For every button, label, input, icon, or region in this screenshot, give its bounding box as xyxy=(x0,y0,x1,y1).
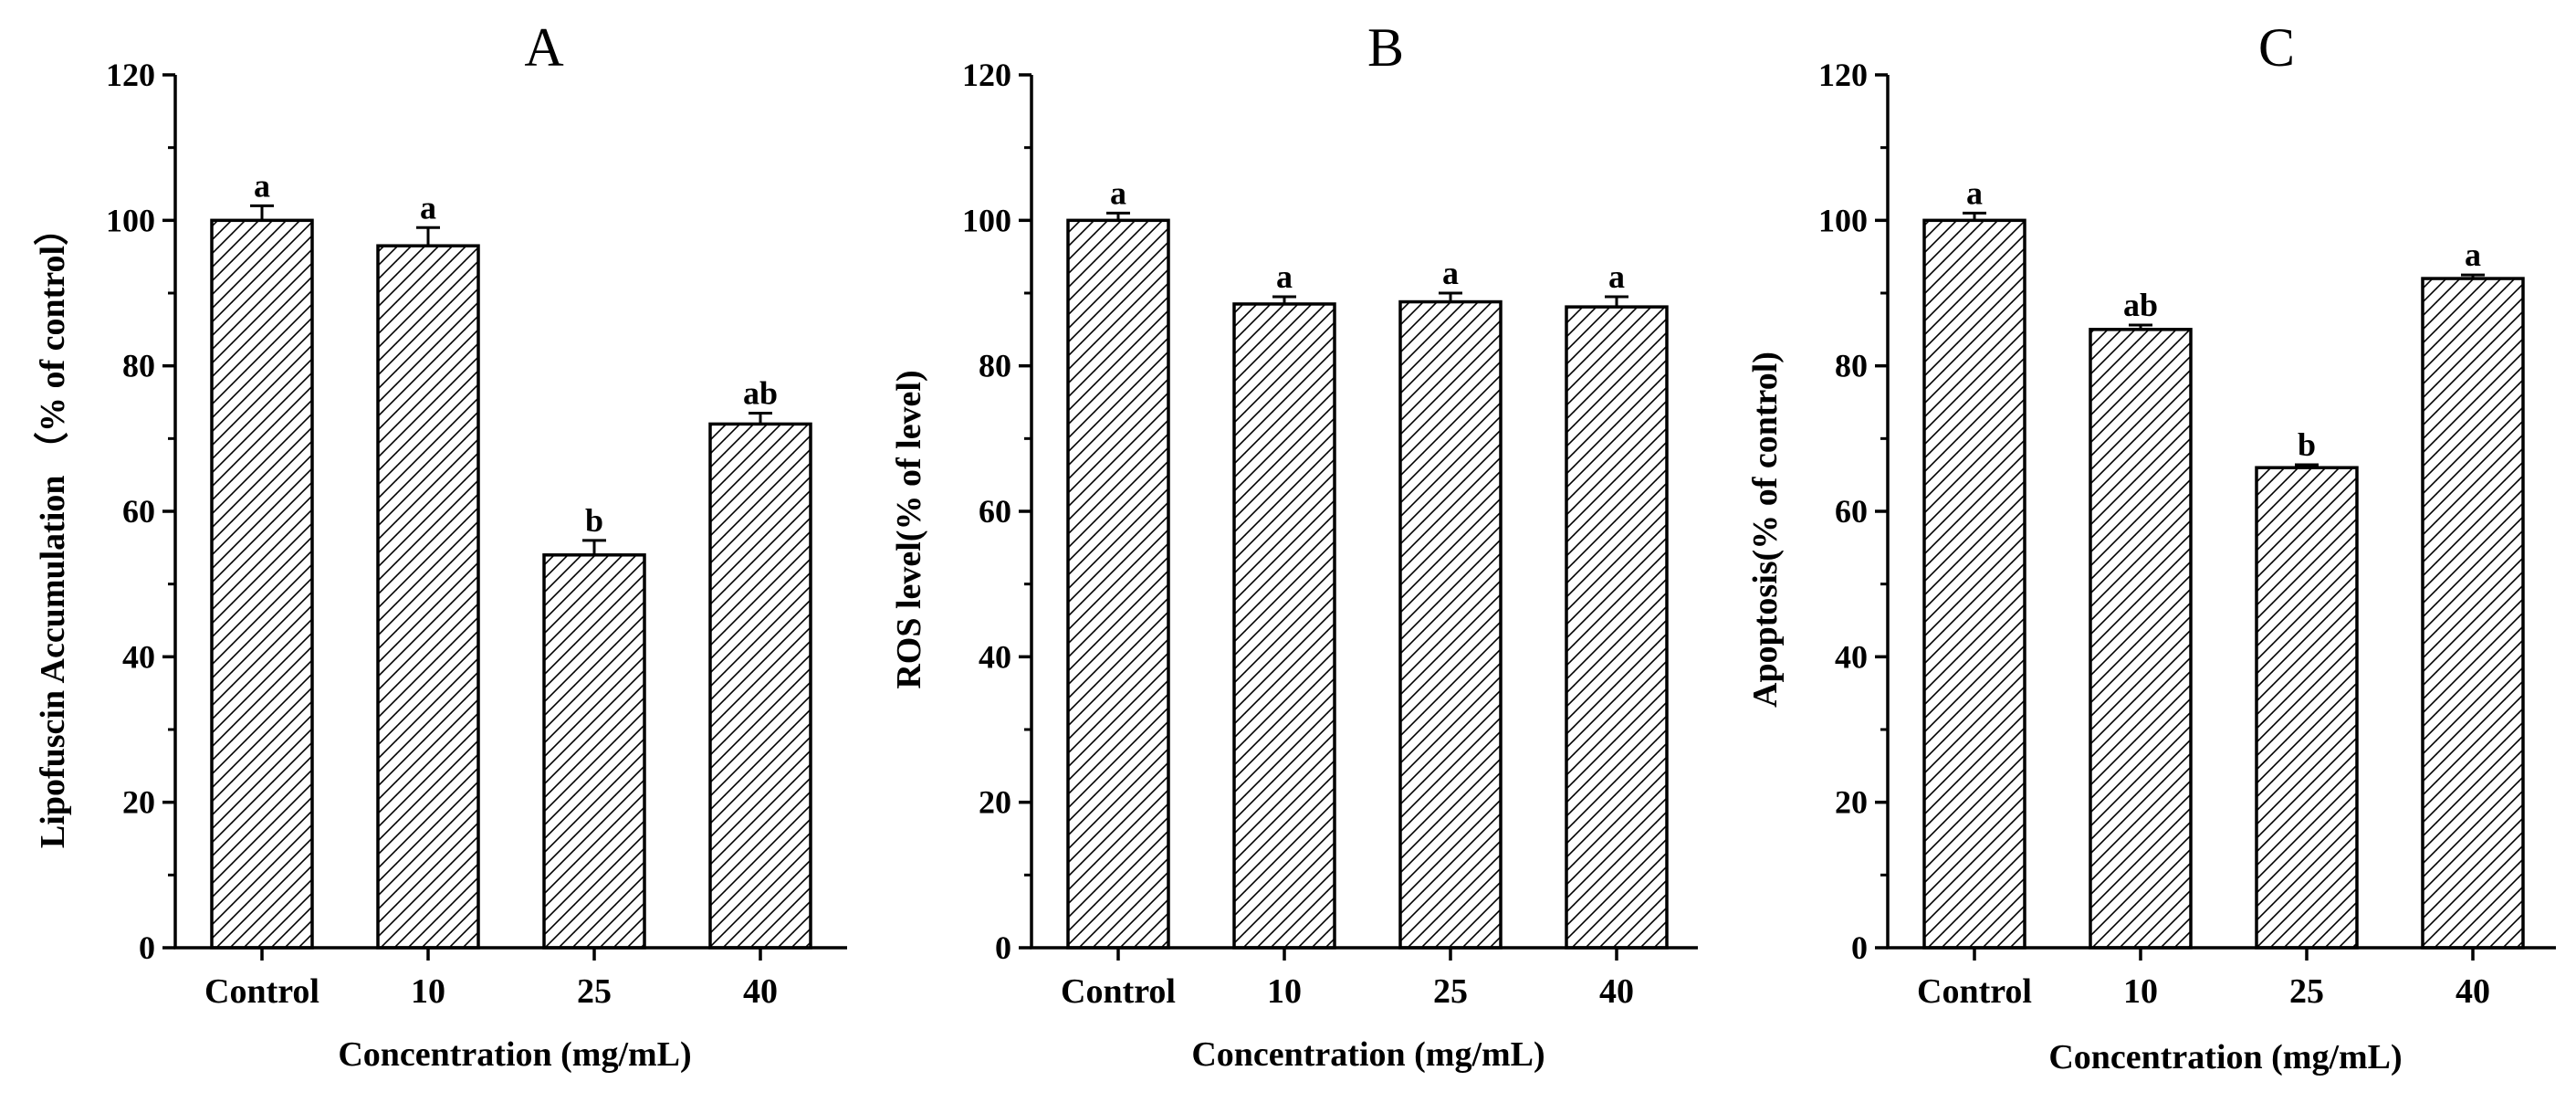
bar xyxy=(2255,466,2359,950)
x-tick-label: Control xyxy=(1061,972,1176,1011)
significance-label: a xyxy=(254,167,270,204)
bar xyxy=(376,244,480,950)
panel-title: A xyxy=(524,17,563,78)
chart-panel-c: Ca ab b a 0 20 40 60 80 100 120 Control 10 25 40 Concen… xyxy=(1746,17,2556,1076)
significance-label: a xyxy=(2465,236,2481,273)
significance-label: a xyxy=(1966,174,1983,211)
y-tick-label: 100 xyxy=(106,202,155,238)
y-tick-label: 0 xyxy=(1851,929,1868,966)
y-tick-label: 40 xyxy=(122,638,155,675)
significance-label: ab xyxy=(2123,287,2158,323)
significance-label: b xyxy=(585,502,603,539)
y-axis-title: Lipofuscin Accumulation （% of control） xyxy=(34,211,72,848)
x-tick-label: Control xyxy=(204,972,319,1011)
panel-title: C xyxy=(2258,17,2295,78)
y-tick-label: 60 xyxy=(979,493,1011,530)
y-tick-label: 80 xyxy=(979,348,1011,384)
significance-label: a xyxy=(1110,174,1126,211)
y-tick-label: 0 xyxy=(139,929,155,966)
x-tick-label: 40 xyxy=(2456,972,2490,1011)
bar xyxy=(210,218,314,950)
x-tick-label: 40 xyxy=(1599,972,1634,1011)
x-axis-title: Concentration (mg/mL) xyxy=(1191,1035,1545,1074)
x-tick-label: 10 xyxy=(1267,972,1302,1011)
bar xyxy=(1922,218,2026,950)
y-tick-label: 80 xyxy=(1835,348,1868,384)
chart-panel-b: Ba a a a 0 20 40 60 80 100 120 Control 10 25 40 Concent… xyxy=(890,17,1698,1074)
y-tick-label: 40 xyxy=(1835,638,1868,675)
bar xyxy=(542,553,646,950)
x-tick-label: 10 xyxy=(411,972,445,1011)
y-tick-label: 100 xyxy=(1818,202,1868,238)
panel-title: B xyxy=(1367,17,1404,78)
bar xyxy=(1066,218,1170,950)
x-tick-label: 25 xyxy=(1433,972,1468,1011)
significance-label: a xyxy=(420,189,436,226)
y-tick-label: 60 xyxy=(1835,493,1868,530)
y-tick-label: 80 xyxy=(122,348,155,384)
significance-label: a xyxy=(1442,255,1459,291)
significance-label: a xyxy=(1276,258,1293,295)
y-tick-label: 0 xyxy=(995,929,1011,966)
y-tick-label: 120 xyxy=(1818,57,1868,93)
y-tick-label: 120 xyxy=(962,57,1011,93)
significance-label: b xyxy=(2298,426,2316,463)
y-tick-label: 100 xyxy=(962,202,1011,238)
x-axis-title: Concentration (mg/mL) xyxy=(338,1035,691,1074)
bar xyxy=(1565,305,1669,950)
bar xyxy=(708,422,812,950)
y-tick-label: 60 xyxy=(122,493,155,530)
significance-label: ab xyxy=(743,374,778,411)
bar xyxy=(1398,299,1503,950)
x-tick-label: 40 xyxy=(743,972,778,1011)
y-axis-title: ROS level(% of level) xyxy=(890,370,928,688)
y-tick-label: 20 xyxy=(122,784,155,821)
bar xyxy=(2421,277,2525,950)
significance-label: a xyxy=(1608,258,1625,295)
x-tick-label: 25 xyxy=(577,972,612,1011)
y-tick-label: 120 xyxy=(106,57,155,93)
y-tick-label: 20 xyxy=(979,784,1011,821)
x-tick-label: Control xyxy=(1917,972,2032,1011)
y-tick-label: 40 xyxy=(979,638,1011,675)
y-axis-title: Apoptosis(% of control) xyxy=(1746,352,1785,708)
y-tick-label: 20 xyxy=(1835,784,1868,821)
x-tick-label: 10 xyxy=(2123,972,2158,1011)
bar xyxy=(1232,302,1336,950)
bar xyxy=(2089,328,2193,950)
x-axis-title: Concentration (mg/mL) xyxy=(2048,1038,2402,1076)
x-tick-label: 25 xyxy=(2289,972,2324,1011)
